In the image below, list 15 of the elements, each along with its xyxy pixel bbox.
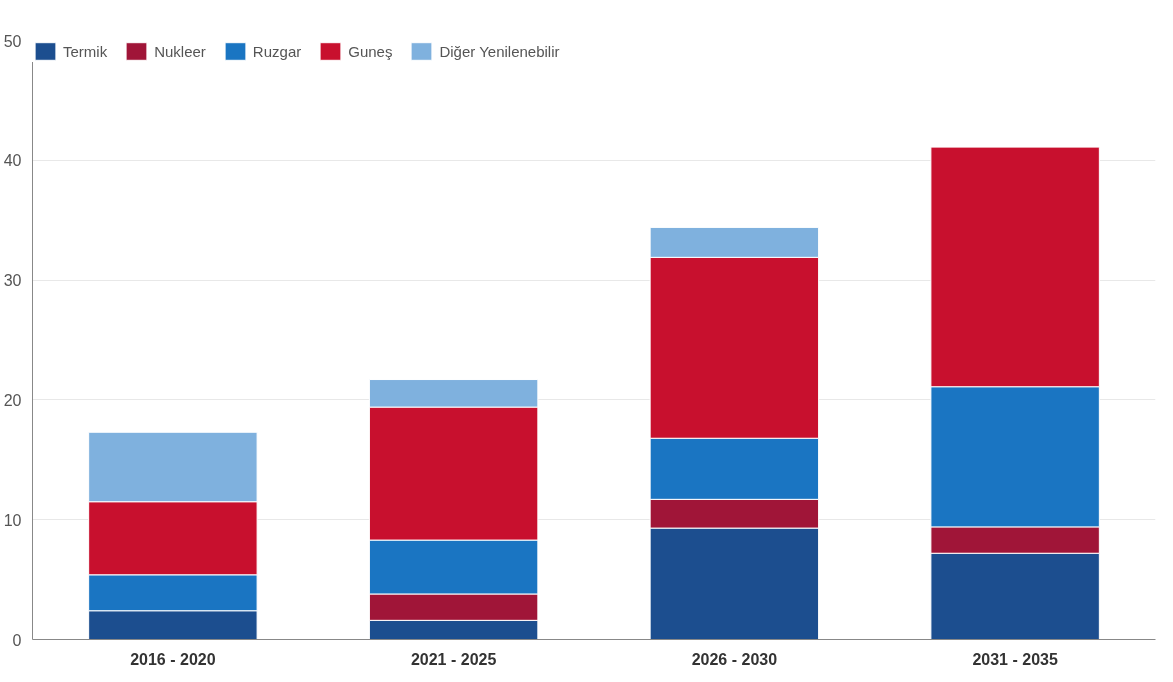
y-tick-label: 30 [3, 272, 22, 290]
x-tick-label: 2016 - 2020 [130, 650, 216, 668]
y-tick-label: 40 [3, 152, 22, 170]
y-tick-label: 0 [12, 631, 22, 649]
legend-label: Diğer Yenilenebilir [439, 42, 560, 60]
x-tick-label: 2026 - 2030 [691, 650, 778, 668]
y-tick-label: 50 [3, 32, 22, 50]
legend-label: Ruzgar [252, 42, 302, 60]
y-tick-label: 10 [3, 511, 22, 529]
legend-label: Termik [63, 42, 108, 60]
legend-label: Guneş [348, 42, 393, 60]
x-tick-label: 2021 - 2025 [410, 650, 497, 668]
x-tick-label: 2031 - 2035 [972, 650, 1058, 668]
legend-label: Nukleer [154, 42, 206, 60]
y-tick-label: 20 [3, 391, 22, 409]
